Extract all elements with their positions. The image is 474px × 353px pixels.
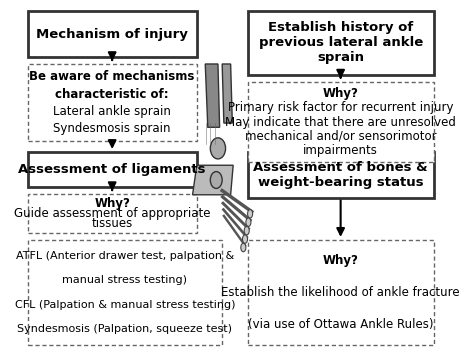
Ellipse shape xyxy=(210,172,222,189)
Bar xyxy=(176,64,260,275)
Text: May indicate that there are unresolved: May indicate that there are unresolved xyxy=(225,115,456,128)
Text: Assessment of bones &
weight-bearing status: Assessment of bones & weight-bearing sta… xyxy=(253,161,428,189)
Text: Lateral ankle sprain: Lateral ankle sprain xyxy=(53,105,171,118)
Text: characteristic of:: characteristic of: xyxy=(55,88,169,101)
Text: Why?: Why? xyxy=(94,197,130,210)
Ellipse shape xyxy=(246,218,251,226)
Text: (via use of Ottawa Ankle Rules): (via use of Ottawa Ankle Rules) xyxy=(248,318,433,331)
Text: Assessment of ligaments: Assessment of ligaments xyxy=(18,163,206,176)
Text: ATFL (Anterior drawer test, palpation &: ATFL (Anterior drawer test, palpation & xyxy=(16,251,234,261)
Text: Syndesmosis (Palpation, squeeze test): Syndesmosis (Palpation, squeeze test) xyxy=(18,324,232,334)
Text: Syndesmosis sprain: Syndesmosis sprain xyxy=(54,122,171,135)
Ellipse shape xyxy=(243,235,247,243)
Text: Why?: Why? xyxy=(323,254,358,267)
Ellipse shape xyxy=(241,243,246,252)
Polygon shape xyxy=(192,165,233,195)
Ellipse shape xyxy=(247,210,253,218)
FancyBboxPatch shape xyxy=(27,240,222,345)
Text: impairments: impairments xyxy=(303,144,378,157)
Text: Primary risk factor for recurrent injury: Primary risk factor for recurrent injury xyxy=(228,101,453,114)
Text: Be aware of mechanisms: Be aware of mechanisms xyxy=(29,70,195,83)
FancyBboxPatch shape xyxy=(247,240,434,345)
Text: Establish the likelihood of ankle fracture: Establish the likelihood of ankle fractu… xyxy=(221,286,460,299)
FancyBboxPatch shape xyxy=(247,152,434,198)
FancyBboxPatch shape xyxy=(247,11,434,74)
Text: manual stress testing): manual stress testing) xyxy=(63,275,187,286)
Text: mechanical and/or sensorimotor: mechanical and/or sensorimotor xyxy=(245,130,437,143)
Ellipse shape xyxy=(244,226,249,235)
Text: Mechanism of injury: Mechanism of injury xyxy=(36,28,188,41)
Text: Establish history of
previous lateral ankle
sprain: Establish history of previous lateral an… xyxy=(258,22,423,64)
Polygon shape xyxy=(222,64,232,123)
Text: tissues: tissues xyxy=(91,217,133,230)
FancyBboxPatch shape xyxy=(247,82,434,162)
Text: Guide assessment of appropriate: Guide assessment of appropriate xyxy=(14,207,210,220)
FancyBboxPatch shape xyxy=(27,64,197,141)
Text: CFL (Palpation & manual stress testing): CFL (Palpation & manual stress testing) xyxy=(15,300,235,310)
Polygon shape xyxy=(205,64,219,127)
FancyBboxPatch shape xyxy=(27,194,197,233)
FancyBboxPatch shape xyxy=(27,152,197,187)
Ellipse shape xyxy=(210,138,226,159)
FancyBboxPatch shape xyxy=(27,11,197,57)
Text: Why?: Why? xyxy=(323,86,358,100)
